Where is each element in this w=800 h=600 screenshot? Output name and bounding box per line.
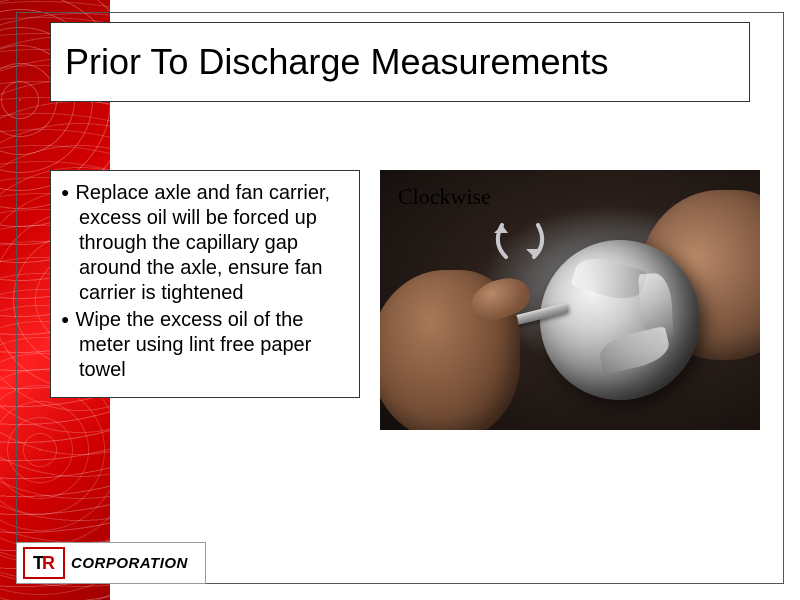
bullets-container: Replace axle and fan carrier, excess oil… — [50, 170, 360, 398]
bullet-item: Replace axle and fan carrier, excess oil… — [61, 181, 349, 306]
logo-initial-r: R — [42, 553, 55, 574]
clockwise-arrow-icon — [490, 215, 550, 265]
corporation-logo: TR CORPORATION — [16, 542, 206, 584]
impeller-blade — [571, 252, 648, 306]
impeller-blade — [596, 326, 672, 375]
logo-text: CORPORATION — [71, 555, 188, 572]
title-container: Prior To Discharge Measurements — [50, 22, 750, 102]
bullet-item: Wipe the excess oil of the meter using l… — [61, 308, 349, 383]
clockwise-label: Clockwise — [398, 184, 491, 210]
logo-mark: TR — [23, 547, 65, 579]
slide-title: Prior To Discharge Measurements — [65, 41, 609, 83]
